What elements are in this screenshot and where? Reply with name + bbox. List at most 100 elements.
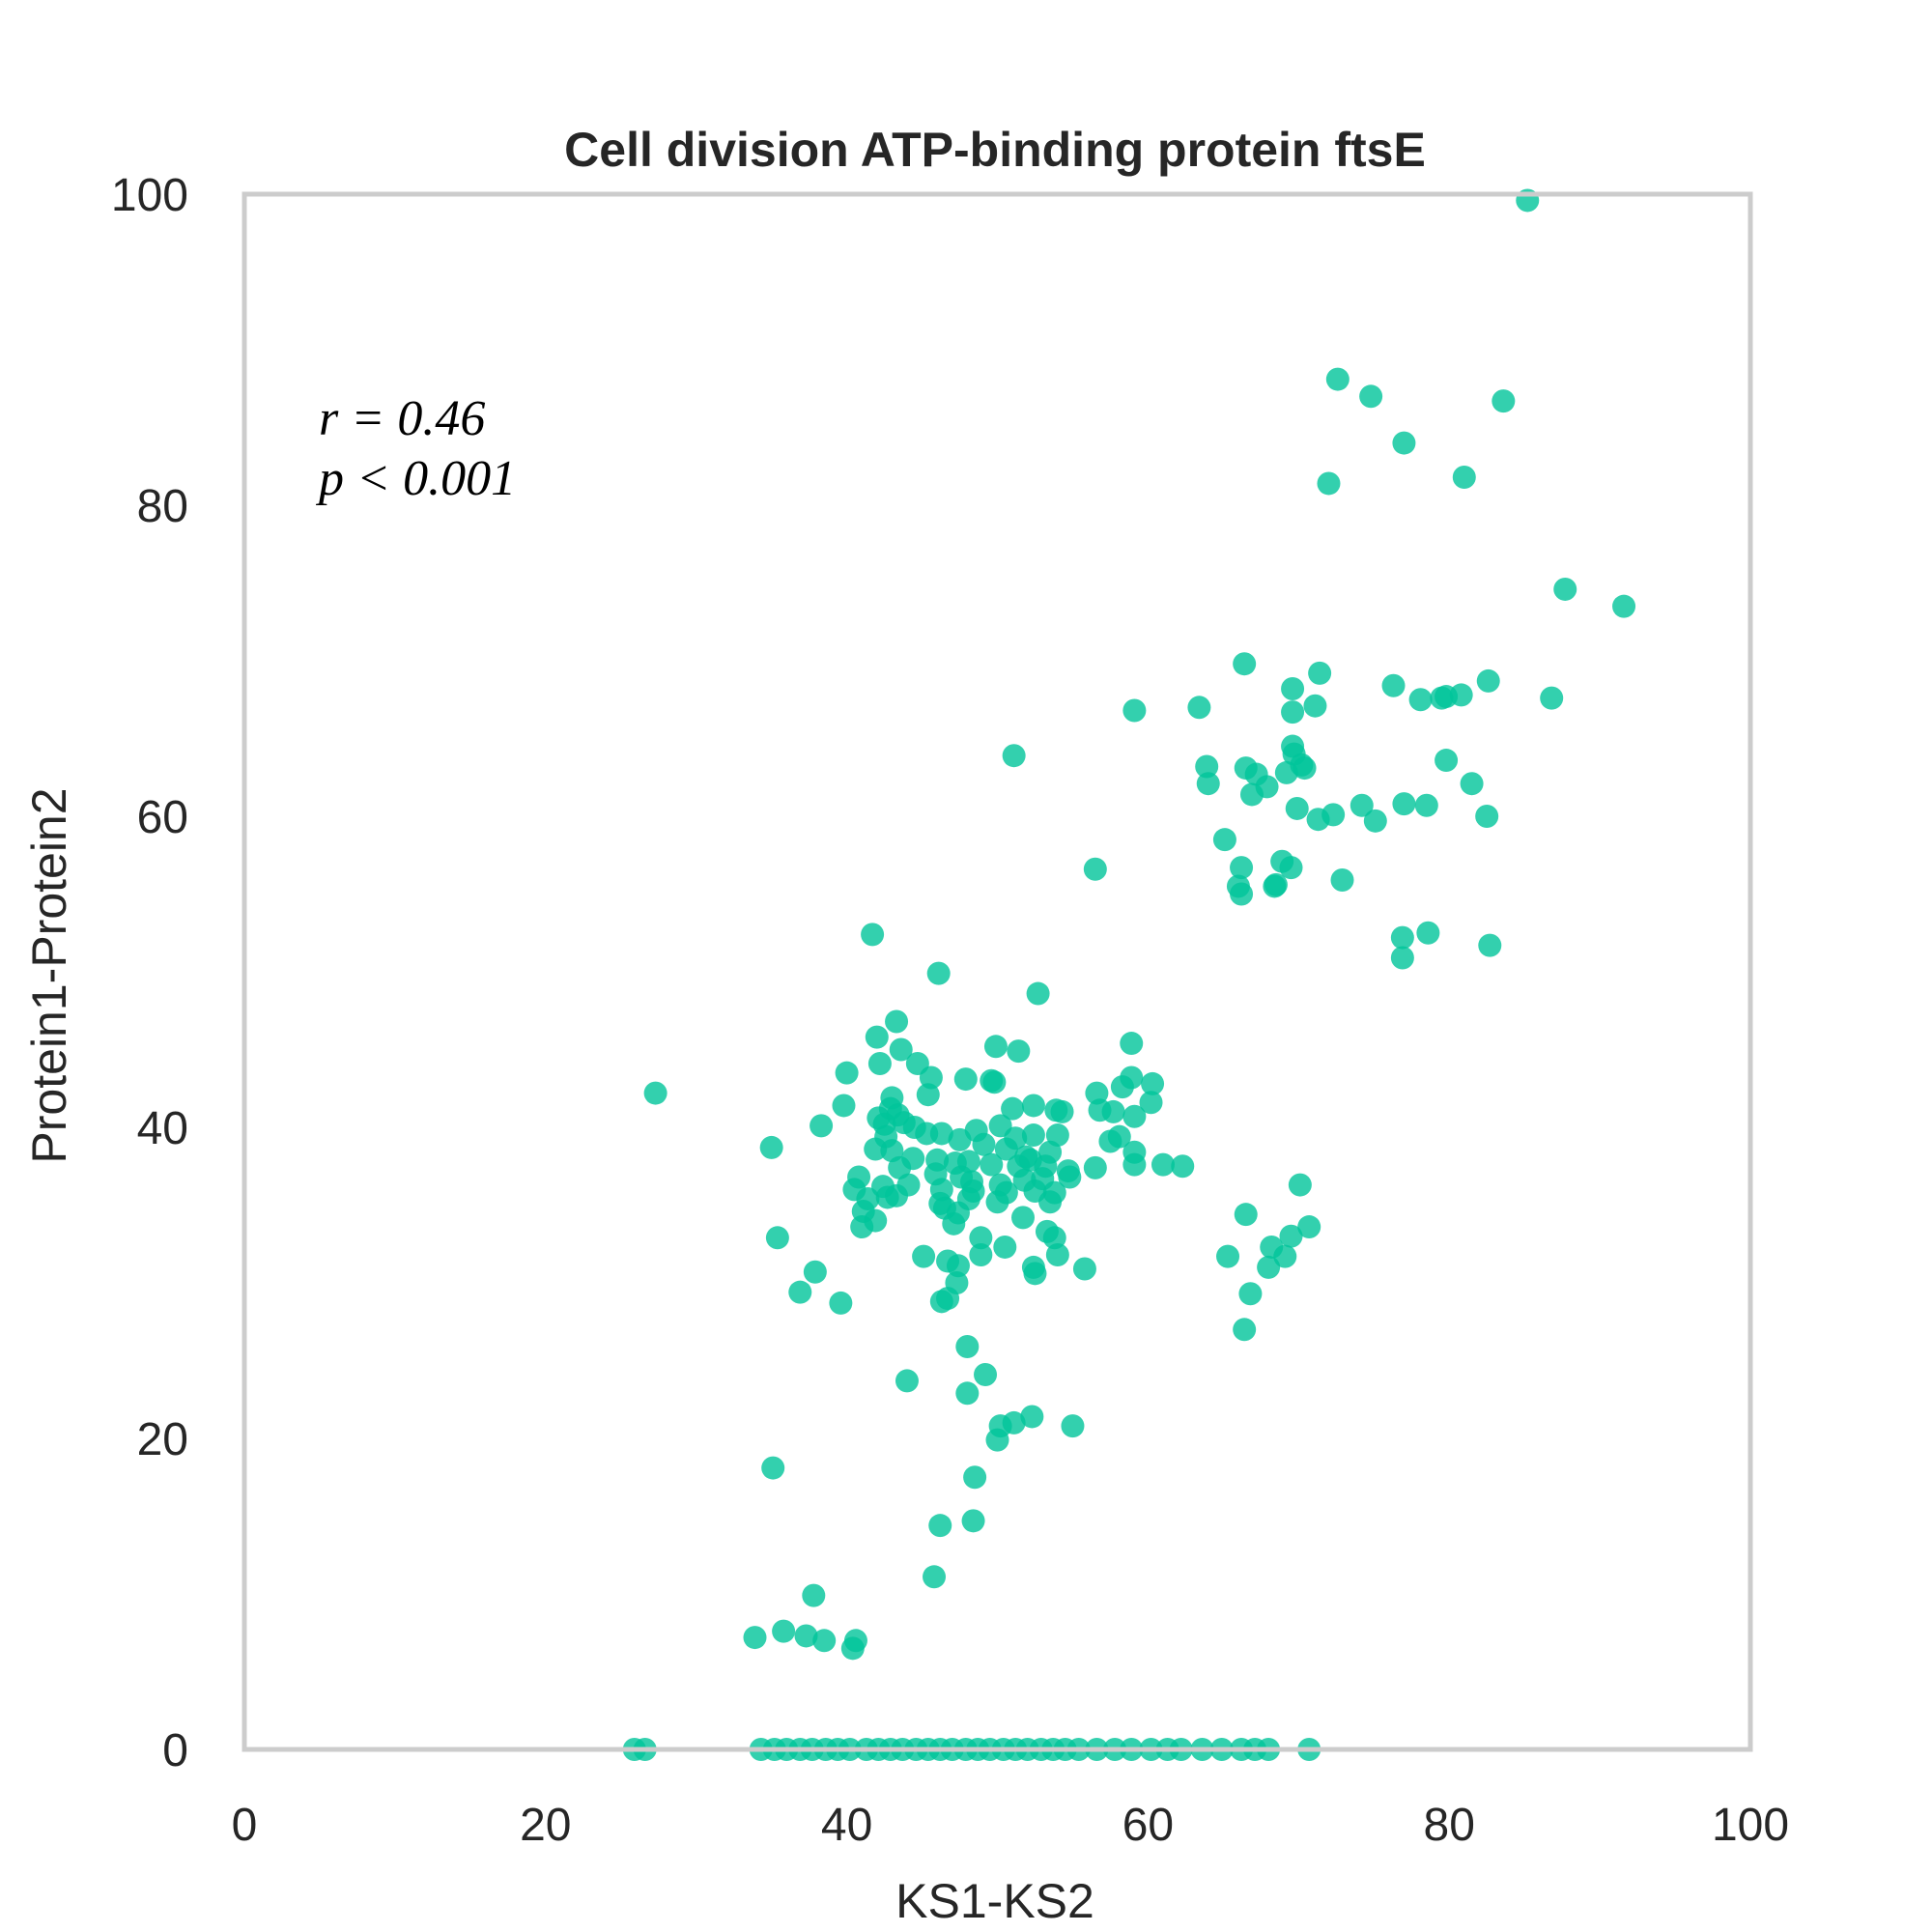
data-point (1216, 1244, 1240, 1268)
data-point (1007, 1039, 1031, 1064)
data-point (1110, 1075, 1134, 1099)
y-tick-label: 100 (111, 170, 188, 221)
data-point (1553, 577, 1577, 601)
x-tick-label: 80 (1424, 1800, 1475, 1851)
data-point (794, 1624, 818, 1648)
data-point (1297, 1215, 1321, 1239)
data-point (759, 1135, 783, 1159)
data-point (1279, 1224, 1303, 1248)
data-point (1061, 1414, 1085, 1438)
data-point (1274, 760, 1298, 784)
data-point (985, 1428, 1009, 1452)
y-tick-label: 80 (137, 481, 188, 532)
data-point (928, 1514, 952, 1538)
correlation-r-label: r = 0.46 (319, 391, 485, 446)
x-tick-label: 40 (821, 1800, 872, 1851)
data-point (1350, 793, 1374, 817)
y-tick-label: 60 (137, 792, 188, 843)
data-point (885, 1009, 909, 1034)
y-axis-ticks: 0 20 40 60 80 100 (111, 170, 188, 1776)
data-point (1021, 1123, 1045, 1148)
data-point (1122, 698, 1147, 723)
y-tick-label: 0 (162, 1725, 188, 1776)
data-point (1392, 792, 1416, 816)
data-point (1381, 673, 1406, 697)
data-point (1317, 471, 1341, 496)
data-point (1475, 805, 1499, 828)
data-point (1460, 772, 1484, 796)
plot-frame (242, 191, 1753, 1752)
data-point (942, 1211, 966, 1236)
data-point (812, 1629, 837, 1653)
data-point (1171, 1154, 1195, 1179)
data-point (923, 1565, 947, 1589)
data-point (1083, 1155, 1107, 1179)
data-point (994, 1137, 1018, 1161)
data-point (1122, 1104, 1147, 1128)
data-point (1281, 700, 1305, 724)
data-point (643, 1081, 668, 1105)
data-point (885, 1183, 909, 1208)
x-tick-label: 20 (520, 1800, 571, 1851)
data-point (1264, 872, 1288, 896)
data-point (1141, 1071, 1165, 1095)
data-point (1233, 1318, 1257, 1342)
data-point (1083, 857, 1107, 881)
data-point (1392, 431, 1416, 455)
data-point (919, 1065, 943, 1090)
data-point (969, 1226, 993, 1250)
data-point (1045, 1243, 1069, 1267)
data-point (1288, 1173, 1312, 1197)
data-point (1449, 683, 1473, 707)
data-point (1359, 384, 1383, 409)
data-point (1230, 856, 1254, 880)
data-point (982, 1070, 1007, 1094)
data-point (802, 1583, 826, 1607)
y-axis-label: Protein1-Protein2 (22, 787, 76, 1163)
data-point (983, 1035, 1008, 1059)
data-point (1478, 933, 1502, 957)
x-axis-label: KS1-KS2 (895, 1874, 1094, 1928)
data-point (803, 1260, 827, 1284)
data-point (829, 1291, 853, 1315)
data-point (974, 1362, 998, 1386)
data-point (1058, 1165, 1082, 1189)
data-point (865, 1025, 889, 1049)
data-point (1151, 1152, 1175, 1177)
data-point (895, 1369, 919, 1393)
x-tick-label: 60 (1122, 1800, 1174, 1851)
data-point (889, 1037, 913, 1062)
data-point (1612, 594, 1636, 618)
data-point (1002, 1410, 1026, 1435)
data-point (810, 1114, 834, 1138)
data-point (1540, 686, 1564, 710)
data-point (1050, 1099, 1074, 1123)
data-point (1303, 694, 1327, 718)
data-point (1001, 1096, 1025, 1121)
data-point (1257, 1255, 1281, 1279)
data-point (840, 1636, 865, 1661)
data-point (1195, 754, 1219, 779)
data-point (948, 1127, 972, 1151)
data-point (955, 1335, 980, 1359)
data-point (963, 1465, 987, 1490)
data-point (1122, 1152, 1147, 1177)
data-point (1139, 1091, 1163, 1115)
x-axis-ticks: 0 20 40 60 80 100 (232, 1800, 1789, 1851)
x-tick-label: 100 (1712, 1800, 1789, 1851)
data-point (867, 1051, 892, 1075)
data-point (1308, 661, 1332, 685)
data-point (1435, 749, 1459, 773)
data-points (622, 188, 1636, 1761)
data-point (1042, 1226, 1066, 1250)
data-point (1098, 1129, 1122, 1153)
data-point (1414, 793, 1438, 817)
y-tick-label: 20 (137, 1414, 188, 1465)
data-point (1230, 882, 1254, 906)
data-point (980, 1152, 1004, 1177)
data-point (1408, 688, 1433, 712)
data-point (1492, 389, 1516, 413)
data-point (1363, 809, 1387, 833)
y-tick-label: 40 (137, 1103, 188, 1154)
data-point (1330, 868, 1354, 893)
